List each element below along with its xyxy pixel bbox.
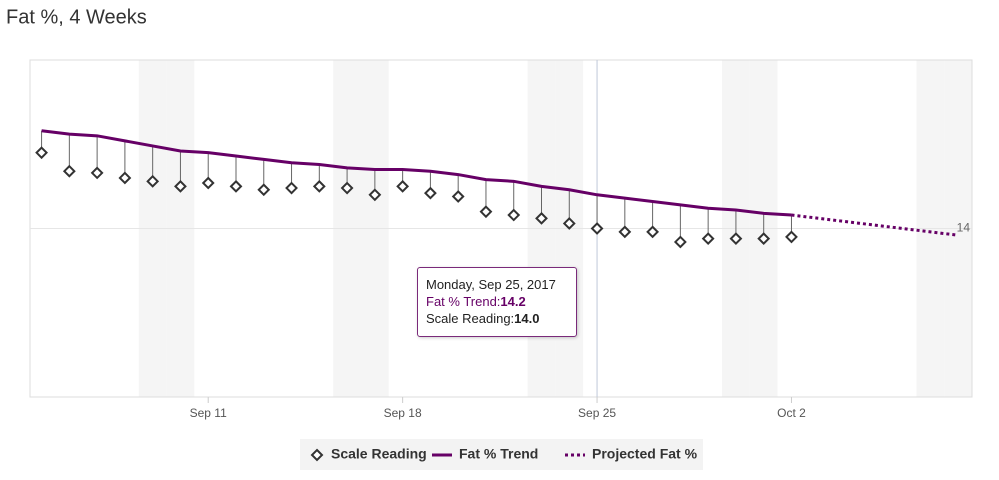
- legend-label: Scale Reading: [331, 446, 427, 462]
- tooltip: Monday, Sep 25, 2017 Fat % Trend:14.2 Sc…: [417, 267, 577, 337]
- scale-reading-point: [146, 174, 160, 188]
- scale-reading-point: [451, 190, 465, 203]
- y-tick-label: 14: [957, 221, 971, 235]
- x-tick-label: Oct 2: [777, 406, 806, 420]
- scale-reading-point: [201, 176, 215, 190]
- legend-label: Projected Fat %: [592, 446, 698, 462]
- scale-reading-point: [673, 235, 687, 249]
- scale-reading-point: [562, 217, 576, 230]
- scale-reading-point: [285, 181, 298, 195]
- x-tick-label: Sep 25: [578, 406, 616, 420]
- trend-line: [791, 213, 959, 237]
- scale-reading-point: [368, 188, 382, 202]
- scale-reading-point: [62, 164, 76, 178]
- legend-label: Fat % Trend: [459, 446, 538, 462]
- scale-reading-point: [396, 179, 410, 193]
- scale-reading-point: [646, 225, 660, 239]
- scale-reading-point: [229, 179, 243, 193]
- scale-reading-point: [757, 232, 771, 246]
- scale-reading-point: [785, 230, 798, 244]
- tooltip-label: Scale Reading:: [426, 311, 515, 326]
- scale-reading-point: [729, 232, 743, 246]
- x-tick-label: Sep 18: [384, 406, 422, 420]
- scale-reading-point: [257, 183, 271, 197]
- tooltip-label: Fat % Trend:: [426, 294, 501, 309]
- tooltip-date: Monday, Sep 25, 2017: [426, 277, 556, 292]
- scale-reading-point: [174, 179, 187, 193]
- x-tick-label: Sep 11: [190, 406, 227, 420]
- scale-reading-point: [590, 222, 604, 235]
- scale-reading-point: [312, 179, 326, 193]
- scale-reading-point: [340, 181, 354, 195]
- scale-reading-point: [535, 211, 548, 225]
- tooltip-value: 14.0: [514, 311, 540, 326]
- scale-reading-point: [118, 171, 132, 185]
- trend-line: [41, 129, 792, 217]
- scale-reading-point: [701, 232, 715, 246]
- tooltip-value: 14.2: [500, 294, 526, 309]
- scale-reading-point: [618, 225, 632, 239]
- legend-box: [300, 439, 703, 470]
- scale-reading-point: [35, 146, 48, 160]
- scale-reading-point: [90, 166, 104, 180]
- chart-title: Fat %, 4 Weeks: [6, 6, 147, 28]
- scale-reading-point: [479, 205, 493, 219]
- scale-reading-point: [507, 208, 521, 222]
- scale-reading-point: [423, 186, 437, 200]
- legend-symbol: [310, 448, 324, 462]
